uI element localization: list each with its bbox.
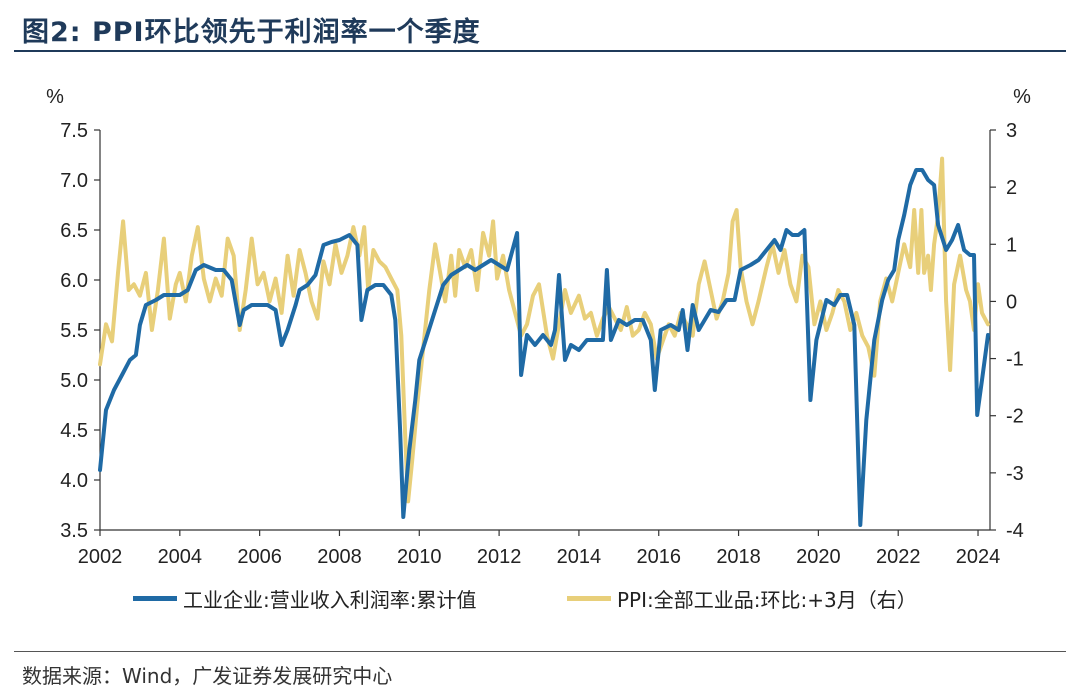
source-divider [14,651,1066,652]
right-axis-unit: % [1013,86,1031,108]
right-tick-label: -4 [1006,520,1024,542]
right-tick-label: -1 [1006,349,1024,371]
series-line-profit-margin [98,168,990,527]
x-tick-label: 2022 [876,546,921,568]
left-tick-label: 7.0 [60,170,88,192]
legend-swatch-profit-margin [133,596,177,601]
data-source-note: 数据来源：Wind，广发证券发展研究中心 [22,664,393,688]
series-line-ppi [98,156,990,504]
left-tick-label: 5.0 [60,370,88,392]
title-divider [14,50,1066,52]
right-tick-label: 0 [1006,291,1017,313]
right-tick-label: -2 [1006,406,1024,428]
x-tick-label: 2012 [477,546,522,568]
left-axis-unit: % [46,86,64,108]
left-tick-label: 4.5 [60,420,88,442]
left-tick-label: 6.0 [60,270,88,292]
x-tick-label: 2010 [397,546,442,568]
legend-item-profit-margin: 工业企业:营业收入利润率:累计值 [133,584,476,613]
chart-title: 图2: PPI环比领先于利润率一个季度 [22,17,481,48]
right-tick-label: 2 [1006,177,1017,199]
legend-label-profit-margin: 工业企业:营业收入利润率:累计值 [183,588,477,612]
x-tick-label: 2014 [557,546,602,568]
chart-lines [98,156,990,527]
left-tick-label: 5.5 [60,320,88,342]
x-tick-label: 2008 [317,546,362,568]
left-tick-label: 6.5 [60,220,88,242]
legend-label-ppi: PPI:全部工业品:环比:+3月（右） [617,588,917,612]
right-tick-label: -3 [1006,463,1024,485]
x-tick-label: 2016 [636,546,681,568]
x-tick-label: 2020 [796,546,841,568]
legend-item-ppi: PPI:全部工业品:环比:+3月（右） [567,584,917,613]
legend-swatch-ppi [567,596,611,601]
left-tick-label: 4.0 [60,470,88,492]
right-tick-label: 1 [1006,234,1017,256]
left-tick-label: 3.5 [60,520,88,542]
x-tick-label: 2002 [78,546,123,568]
chart-axes: 3.5 4.0 4.5 5.0 5.5 6.0 6.5 7.0 7.5% -4 -3 -2 -1 0 1 2 3… [46,86,1031,568]
x-tick-label: 2024 [956,546,1001,568]
right-tick-label: 3 [1006,120,1017,142]
left-tick-label: 7.5 [60,120,88,142]
x-tick-label: 2006 [237,546,282,568]
x-tick-label: 2004 [158,546,203,568]
x-tick-label: 2018 [716,546,761,568]
